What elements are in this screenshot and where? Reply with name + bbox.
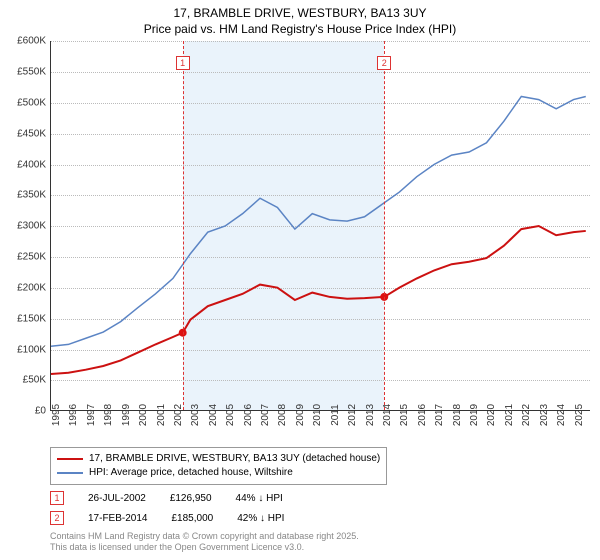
y-tick-label: £150K (17, 313, 46, 324)
x-tick-label: 2016 (417, 404, 428, 426)
x-tick-label: 2020 (486, 404, 497, 426)
x-tick-label: 2005 (225, 404, 236, 426)
chart-title-line2: Price paid vs. HM Land Registry's House … (8, 22, 592, 38)
sale-marker-box: 1 (50, 491, 64, 505)
x-tick-label: 2010 (312, 404, 323, 426)
sale-marker-box: 2 (50, 511, 64, 525)
y-tick-label: £350K (17, 190, 46, 201)
vline-marker-box: 2 (377, 56, 391, 70)
y-tick-label: £400K (17, 159, 46, 170)
plot-area: £0£50K£100K£150K£200K£250K£300K£350K£400… (50, 41, 590, 411)
vline-marker-box: 1 (176, 56, 190, 70)
x-tick-label: 2012 (347, 404, 358, 426)
y-tick-label: £50K (23, 375, 46, 386)
sale-delta: 44% ↓ HPI (236, 493, 283, 504)
x-tick-label: 1996 (68, 404, 79, 426)
legend-box: 17, BRAMBLE DRIVE, WESTBURY, BA13 3UY (d… (50, 447, 387, 485)
sale-delta: 42% ↓ HPI (237, 513, 284, 524)
y-tick-label: £600K (17, 36, 46, 47)
y-tick-label: £250K (17, 252, 46, 263)
x-tick-label: 2017 (434, 404, 445, 426)
legend-label: HPI: Average price, detached house, Wilt… (89, 466, 293, 480)
x-tick-label: 2022 (521, 404, 532, 426)
y-tick-label: £550K (17, 67, 46, 78)
attribution-line1: Contains HM Land Registry data © Crown c… (50, 531, 592, 542)
x-tick-label: 2023 (539, 404, 550, 426)
sale-date: 26-JUL-2002 (88, 493, 146, 504)
x-tick-label: 2011 (330, 404, 341, 426)
x-tick-label: 2013 (365, 404, 376, 426)
x-tick-label: 2008 (277, 404, 288, 426)
series-line-hpi (51, 97, 586, 347)
chart-title-block: 17, BRAMBLE DRIVE, WESTBURY, BA13 3UY Pr… (8, 6, 592, 37)
x-tick-label: 1999 (121, 404, 132, 426)
x-tick-label: 2000 (138, 404, 149, 426)
legend-label: 17, BRAMBLE DRIVE, WESTBURY, BA13 3UY (d… (89, 452, 380, 466)
sale-row: 1 26-JUL-2002 £126,950 44% ↓ HPI (50, 491, 592, 505)
sale-date: 17-FEB-2014 (88, 513, 147, 524)
y-tick-label: £200K (17, 282, 46, 293)
x-tick-label: 1997 (86, 404, 97, 426)
x-tick-label: 2024 (556, 404, 567, 426)
x-tick-label: 2009 (295, 404, 306, 426)
legend-swatch-price-paid (57, 458, 83, 460)
chart-title-line1: 17, BRAMBLE DRIVE, WESTBURY, BA13 3UY (8, 6, 592, 22)
x-tick-label: 2007 (260, 404, 271, 426)
y-tick-label: £0 (35, 406, 46, 417)
x-tick-label: 2003 (190, 404, 201, 426)
x-tick-label: 2025 (574, 404, 585, 426)
x-tick-label: 1998 (103, 404, 114, 426)
x-tick-label: 1995 (51, 404, 62, 426)
x-tick-label: 2004 (208, 404, 219, 426)
y-tick-label: £100K (17, 344, 46, 355)
y-tick-label: £300K (17, 221, 46, 232)
x-tick-label: 2015 (399, 404, 410, 426)
x-tick-label: 2018 (452, 404, 463, 426)
sale-row: 2 17-FEB-2014 £185,000 42% ↓ HPI (50, 511, 592, 525)
legend-row: 17, BRAMBLE DRIVE, WESTBURY, BA13 3UY (d… (57, 452, 380, 466)
sale-price: £185,000 (171, 513, 213, 524)
attribution-line2: This data is licensed under the Open Gov… (50, 542, 592, 553)
y-tick-label: £450K (17, 128, 46, 139)
chart-svg (51, 41, 590, 410)
x-tick-label: 2019 (469, 404, 480, 426)
series-line-price_paid (51, 226, 586, 374)
sale-price: £126,950 (170, 493, 212, 504)
x-tick-label: 2021 (504, 404, 515, 426)
chart-container: 17, BRAMBLE DRIVE, WESTBURY, BA13 3UY Pr… (0, 0, 600, 560)
x-tick-label: 2006 (243, 404, 254, 426)
attribution: Contains HM Land Registry data © Crown c… (50, 531, 592, 553)
legend-row: HPI: Average price, detached house, Wilt… (57, 466, 380, 480)
y-tick-label: £500K (17, 97, 46, 108)
x-tick-label: 2001 (156, 404, 167, 426)
legend-swatch-hpi (57, 472, 83, 474)
